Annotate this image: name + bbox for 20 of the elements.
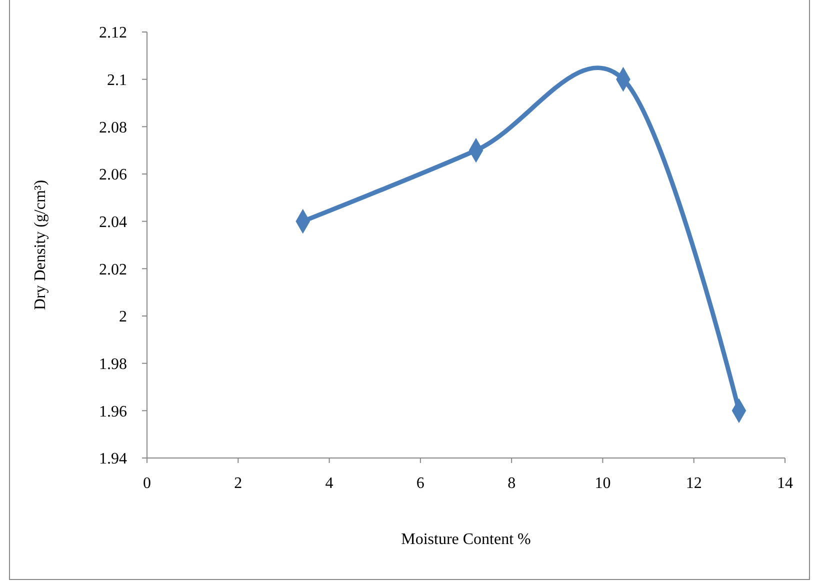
y-tick-label: 2.1 [107,72,127,89]
x-tick-label: 4 [325,475,334,492]
y-tick-label: 2 [119,308,127,326]
y-tick-label: 2.08 [99,119,127,136]
x-axis-title: Moisture Content % [401,531,531,548]
x-tick-label: 14 [777,475,793,492]
y-tick-label: 1.96 [99,403,127,420]
y-axis-title: Dry Density (g/cm³) [32,180,49,310]
y-tick-label: 2.02 [99,261,127,278]
x-tick-label: 12 [686,475,702,492]
x-tick-label: 10 [594,475,611,492]
y-tick-label: 2.04 [99,214,127,231]
x-tick-label: 0 [143,475,151,492]
y-tick-label: 2.12 [99,24,127,42]
y-tick-label: 1.94 [99,450,127,468]
x-tick-label: 6 [416,475,424,492]
x-tick-label: 2 [234,475,242,492]
y-tick-label: 1.98 [99,356,127,373]
y-tick-label: 2.06 [99,166,127,184]
x-tick-label: 8 [508,475,516,492]
